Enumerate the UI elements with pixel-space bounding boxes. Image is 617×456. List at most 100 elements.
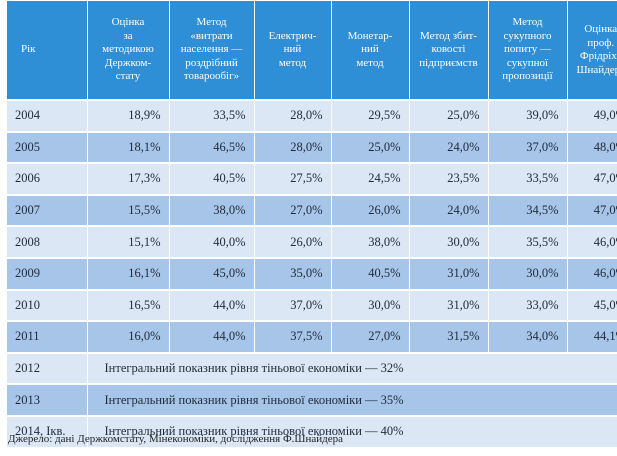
column-header-line: попиту — xyxy=(503,43,552,56)
value-cell: 27,5% xyxy=(254,163,332,196)
value-cell: 26,0% xyxy=(331,194,410,228)
column-header-line: Оцінка xyxy=(584,23,617,35)
value-cell: 34,0% xyxy=(488,321,568,354)
value-cell: 15,5% xyxy=(87,194,170,228)
value-cell: 31,0% xyxy=(409,289,489,323)
value-cell: 37,0% xyxy=(254,289,332,323)
year-cell: 2005 xyxy=(7,131,88,165)
column-header-line: ковості xyxy=(431,43,466,56)
column-header-line: населення — xyxy=(180,43,243,56)
value-cell: 28,0% xyxy=(254,131,332,165)
column-header-line: метод xyxy=(356,56,384,69)
value-cell: 46,0% xyxy=(567,226,617,259)
integral-indicator-cell: Інтегральний показник рівня тіньової еко… xyxy=(87,415,617,449)
value-cell: 17,3% xyxy=(87,163,170,196)
value-cell: 24,0% xyxy=(409,194,489,228)
header-row: Рік Оцінка за методикою Держком-стату Метод «в… xyxy=(7,1,617,100)
value-cell: 30,0% xyxy=(331,289,410,323)
year-cell: 2008 xyxy=(7,226,88,259)
year-cell: 2007 xyxy=(7,194,88,228)
column-header-line: проф. xyxy=(587,36,615,49)
value-cell: 34,5% xyxy=(488,194,568,228)
value-cell: 15,1% xyxy=(87,226,170,259)
value-cell: 40,5% xyxy=(169,163,255,196)
table-row: 2013 Інтегральний показник рівня тіньової… xyxy=(7,384,617,417)
value-cell: 33,5% xyxy=(488,163,568,196)
column-header-line: за xyxy=(123,29,133,42)
source-note: Джерело: дані Держкомстату, Мінекономіки… xyxy=(8,433,344,445)
value-cell: 38,0% xyxy=(169,194,255,228)
column-header-line: Монетар- xyxy=(347,29,393,42)
value-cell: 31,0% xyxy=(409,257,489,291)
year-cell: 2012 xyxy=(7,352,88,386)
value-cell: 29,5% xyxy=(331,100,410,133)
year-cell: 2014, Ікв. xyxy=(7,415,88,449)
column-header-line: пропозиції xyxy=(502,70,553,83)
year-cell: 2004 xyxy=(7,100,88,133)
value-cell: 16,0% xyxy=(87,321,170,354)
column-header-line: товарообіг» xyxy=(183,70,240,83)
column-header-line: Фрідріха xyxy=(579,50,617,62)
value-cell: 38,0% xyxy=(331,226,410,259)
value-cell: 47,0% xyxy=(567,163,617,196)
value-cell: 27,0% xyxy=(254,194,332,228)
value-cell: 46,5% xyxy=(169,131,255,165)
column-header-line: метод xyxy=(278,56,307,69)
integral-indicator-cell: Інтегральний показник рівня тіньової еко… xyxy=(87,384,617,417)
value-cell: 23,5% xyxy=(409,163,489,196)
value-cell: 35,0% xyxy=(254,257,332,291)
value-cell: 47,0% xyxy=(567,194,617,228)
year-cell: 2011 xyxy=(7,321,88,354)
value-cell: 40,5% xyxy=(331,257,410,291)
value-cell: 31,5% xyxy=(409,321,489,354)
value-cell: 44,1% xyxy=(567,321,617,354)
value-cell: 24,0% xyxy=(409,131,489,165)
year-cell: 2006 xyxy=(7,163,88,196)
year-cell: 2009 xyxy=(7,257,88,291)
shadow-economy-table: Рік Оцінка за методикою Держком-стату Метод «в… xyxy=(7,1,617,449)
value-cell: 18,1% xyxy=(87,131,170,165)
table-row: 2014, Ікв. Інтегральний показник рівня ті… xyxy=(7,415,617,449)
year-cell: 2010 xyxy=(7,289,88,323)
value-cell: 39,0% xyxy=(488,100,568,133)
column-header-line: сукупної xyxy=(506,56,549,69)
column-header-4: Монетар-ний метод xyxy=(331,1,410,100)
table-body: 200418,9%33,5%28,0%29,5%25,0%39,0%49,0%2… xyxy=(7,100,617,449)
value-cell: 45,0% xyxy=(169,257,255,291)
column-header-5: Метод збит-ковості підприємств xyxy=(409,1,489,100)
value-cell: 26,0% xyxy=(254,226,332,259)
column-header-1: Оцінка за методикою Держком-стату xyxy=(87,1,170,100)
column-header-line: ний xyxy=(361,43,379,56)
column-header-line: методикою xyxy=(102,43,154,56)
value-cell: 44,0% xyxy=(169,289,255,323)
column-header-line: ний xyxy=(283,43,302,56)
column-header-line: Електрич- xyxy=(268,29,317,42)
value-cell: 16,1% xyxy=(87,257,170,291)
value-cell: 48,0% xyxy=(567,131,617,165)
column-header-0: Рік xyxy=(7,1,88,100)
value-cell: 25,0% xyxy=(409,100,489,133)
value-cell: 49,0% xyxy=(567,100,617,133)
column-header-line: Держком- xyxy=(104,56,152,69)
value-cell: 30,0% xyxy=(488,257,568,291)
column-header-line: роздрібний xyxy=(185,56,238,69)
value-cell: 25,0% xyxy=(331,131,410,165)
value-cell: 18,9% xyxy=(87,100,170,133)
column-header-line: Метод xyxy=(512,16,543,29)
value-cell: 37,5% xyxy=(254,321,332,354)
value-cell: 46,0% xyxy=(567,257,617,291)
value-cell: 33,5% xyxy=(169,100,255,133)
value-cell: 35,5% xyxy=(488,226,568,259)
column-header-line: Метод xyxy=(196,16,227,29)
column-header-line: Метод збит- xyxy=(419,29,477,42)
value-cell: 37,0% xyxy=(488,131,568,165)
column-header-line: підприємств xyxy=(419,56,478,69)
